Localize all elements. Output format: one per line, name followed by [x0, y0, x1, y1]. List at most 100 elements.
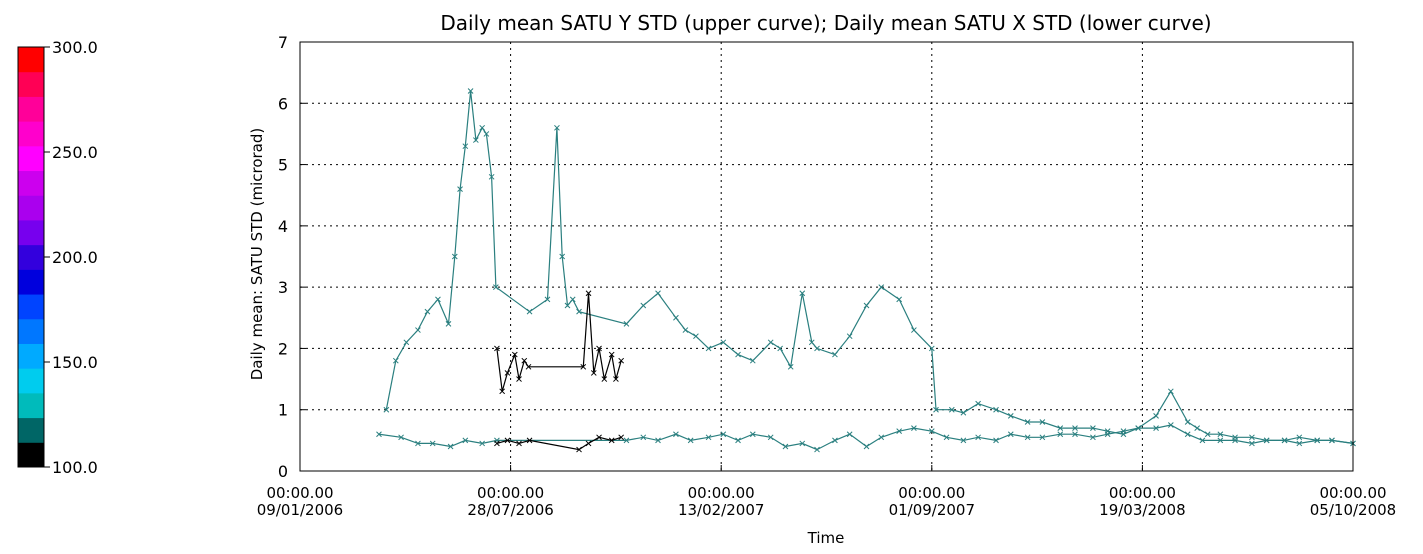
data-point [846, 431, 853, 438]
colorbar-tick-label: 100.0 [52, 458, 98, 477]
data-point [479, 124, 486, 131]
series-line [496, 436, 622, 451]
data-point [767, 339, 774, 346]
grid [300, 42, 1353, 471]
x-ticks: 00:00.0009/01/200600:00.0028/07/200600:0… [257, 465, 1396, 519]
data-point [576, 446, 582, 453]
data-point [608, 351, 615, 358]
data-point [863, 302, 870, 309]
x-tick-date: 19/03/2008 [1099, 501, 1185, 519]
data-point [618, 434, 625, 441]
data-point [601, 376, 608, 382]
data-point [782, 443, 789, 450]
colorbar-tick-label: 250.0 [52, 143, 98, 162]
data-point [749, 431, 756, 438]
x-tick-time: 00:00.00 [266, 484, 333, 502]
colorbar-swatch [18, 244, 44, 270]
colorbar-swatch [18, 121, 44, 147]
data-point [960, 437, 967, 444]
data-point [504, 370, 511, 376]
data-point [975, 400, 981, 407]
plot-frame [299, 41, 1354, 472]
data-point [1199, 437, 1206, 444]
data-point [1167, 388, 1174, 395]
y-ticks: 0 1 2 3 4 5 6 7 [278, 33, 1353, 481]
data-point [1217, 437, 1224, 444]
data-point [467, 88, 474, 94]
data-point [1217, 431, 1224, 438]
data-point [526, 437, 533, 444]
data-point [499, 388, 506, 395]
data-point [569, 296, 576, 303]
data-point [435, 296, 441, 303]
colorbar-swatch [18, 145, 44, 172]
y-tick-label: 4 [278, 217, 288, 236]
data-point [1249, 434, 1255, 441]
y-tick-label: 0 [278, 462, 288, 481]
data-point [403, 339, 410, 346]
data-point [1184, 419, 1191, 425]
data-point [943, 434, 950, 441]
colorbar-swatch [18, 368, 44, 394]
data-point [376, 431, 382, 438]
data-point [1249, 440, 1255, 447]
colorbar-tick-label: 150.0 [52, 353, 98, 372]
data-point [1194, 425, 1201, 431]
data-point [590, 370, 597, 376]
data-point [1153, 412, 1159, 419]
data-point [896, 428, 903, 435]
data-point [462, 143, 469, 150]
data-point [608, 437, 615, 444]
data-point [640, 302, 647, 309]
data-point [623, 437, 630, 444]
y-tick-label: 3 [278, 278, 288, 297]
data-point [928, 345, 935, 352]
colorbar-tick-label: 200.0 [52, 248, 98, 267]
data-point [447, 443, 454, 450]
series-0 [383, 88, 1356, 447]
colorbar-swatch [18, 294, 44, 320]
series-1 [494, 290, 625, 395]
data-point [493, 284, 499, 290]
data-point [424, 308, 431, 315]
data-point [1090, 425, 1096, 431]
data-point [832, 351, 838, 358]
data-point [878, 284, 885, 290]
data-point [596, 345, 602, 352]
x-tick-date: 09/01/2006 [257, 501, 343, 519]
data-point [1039, 434, 1046, 441]
series-3 [494, 434, 625, 453]
data-point [960, 409, 967, 416]
data-point [720, 431, 727, 438]
data-point [596, 434, 602, 441]
colorbar-swatches [18, 47, 44, 468]
data-point [1024, 434, 1031, 441]
data-point [777, 345, 784, 352]
data-point [993, 406, 999, 413]
data-point [767, 434, 774, 441]
data-point [1329, 437, 1335, 444]
data-point [1184, 431, 1191, 438]
data-point [640, 434, 647, 441]
colorbar-swatch [18, 343, 44, 369]
x-tick-time: 00:00.00 [1109, 484, 1176, 502]
colorbar: 300.0 250.0 200.0 150.0 100.0 [17, 38, 98, 477]
data-point [673, 431, 679, 438]
data-point [585, 290, 592, 297]
data-point [993, 437, 999, 444]
data-point [720, 339, 727, 346]
data-point [1314, 437, 1321, 444]
data-point [1204, 431, 1211, 438]
data-point [655, 290, 661, 297]
colorbar-swatch [18, 417, 44, 443]
x-axis-label: Time [807, 529, 845, 547]
data-point [504, 437, 511, 444]
colorbar-swatch [18, 318, 44, 344]
data-point [1007, 412, 1014, 419]
data-point [846, 333, 853, 340]
data-point [1007, 431, 1014, 438]
x-tick-time: 00:00.00 [688, 484, 755, 502]
data-point [863, 443, 870, 450]
data-point [451, 253, 458, 260]
